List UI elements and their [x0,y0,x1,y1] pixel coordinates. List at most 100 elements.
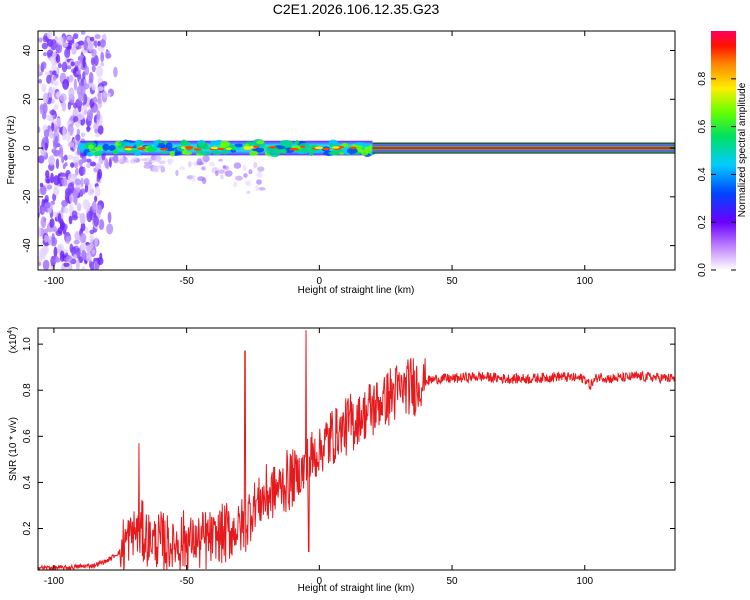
spectrogram-scatter-blob [112,155,118,162]
spectrogram-noise-blob [73,78,77,91]
spectrogram-noise-blob [88,71,94,84]
spectrogram-noise-blob [58,144,64,156]
spectrogram-scatter-blob [129,159,137,164]
spectrogram-noise-blob [83,93,88,105]
spectrogram-scatter-blob [243,173,248,178]
snr-x-axis-label: Height of straight line (km) [298,583,415,594]
spectrogram-panel: -100 -50 0 50 100 -40 -20 0 20 40 Height of stra… [6,30,676,296]
spectrogram-noise-blob [89,36,95,42]
spectrogram-scatter-blob [202,154,210,162]
spectrogram-noise-blob [80,132,86,138]
spectrogram-noise-blob [44,201,51,209]
spectrogram-band-blob [213,141,221,146]
spectrogram-scatter-blob [242,165,247,172]
spectrogram-noise-blob [62,42,69,48]
spectrogram-noise-blob [96,65,103,78]
spectrogram-noise-blob [79,188,87,195]
spectrogram-band-blob [134,151,141,157]
spectrogram-noise-blob [71,210,78,219]
spectrogram-scatter-blob [158,160,166,165]
spectrogram-scatter-blob [158,164,164,169]
spectrogram-peak-blob [338,145,345,149]
spectrogram-noise-blob [38,63,41,75]
spectrogram-noise-blob [63,262,70,267]
spectrogram-noise-blob [66,36,73,41]
spectrogram-x-tick-label: -50 [179,276,194,287]
spectrogram-noise-blob [74,231,81,241]
snr-y-tick-label: 0.8 [22,383,33,397]
spectrogram-band-blob [153,140,159,147]
spectrogram-noise-blob [46,116,54,122]
figure-title: C2E1.2026.106.12.35.G23 [273,1,440,17]
spectrogram-noise-blob [61,172,66,178]
spectrogram-noise-blob [41,61,47,70]
spectrogram-y-tick-label: -20 [22,189,33,204]
spectrogram-noise-blob [38,226,41,238]
colorbar: 0.0 0.2 0.4 0.6 0.8 Normalized spectral ampl… [697,31,748,277]
snr-panel: -100 -50 0 50 100 0.2 0.4 0.6 0.8 1.0 Height of … [7,327,676,594]
spectrogram-y-tick-label: -40 [22,238,33,253]
spectrogram-band-blob [112,149,119,155]
spectrogram-peak-blob [314,146,324,150]
spectrogram-noise-blob [53,80,59,87]
spectrogram-band-blob [281,148,287,154]
spectrogram-noise-blob [38,189,41,196]
spectrogram-noise-blob [97,168,103,180]
spectrogram-noise-blob [39,185,47,196]
spectrogram-noise-blob [68,87,75,99]
spectrogram-noise-blob [50,255,57,267]
spectrogram-band-blob [197,142,209,149]
spectrogram-noise-blob [77,112,85,121]
spectrogram-noise-blob [89,232,94,244]
spectrogram-noise-blob [86,158,92,163]
spectrogram-noise-blob [97,40,101,47]
spectrogram-noise-blob [87,186,94,196]
spectrogram-band-blob [346,147,358,154]
spectrogram-noise-blob [47,235,53,246]
spectrogram-scatter-blob [224,170,233,177]
spectrogram-band-blob [199,151,212,156]
spectrogram-noise-blob [42,102,48,114]
spectrogram-noise-blob [79,159,83,167]
spectrogram-band-blob [117,144,126,149]
spectrogram-band-blob [108,144,116,152]
spectrogram-y-tick-label: 0 [22,145,33,151]
spectrogram-scatter-blob [256,179,262,185]
spectrogram-noise-blob [42,259,50,270]
spectrogram-noise-blob [42,92,49,104]
spectrogram-scatter-blob [131,156,138,160]
snr-x-tick-label: 100 [576,576,593,587]
snr-y-tick-label: 0.6 [22,429,33,443]
spectrogram-noise-blob [64,162,68,167]
spectrogram-y-tick-label: 20 [22,93,33,105]
spectrogram-noise-blob [53,246,58,258]
spectrogram-scatter-blob [126,159,130,164]
spectrogram-noise-blob [78,81,84,87]
spectrogram-scatter-blob [192,174,196,182]
spectrogram-peak-blob [193,148,202,151]
spectrogram-peak-blob [124,147,133,151]
spectrogram-noise-blob [76,85,84,96]
colorbar-tick-label: 0.4 [697,167,708,181]
spectrogram-noise-blob [43,52,47,57]
spectrogram-noise-blob [48,86,53,98]
spectrogram-noise-blob [85,244,93,253]
spectrogram-noise-blob [62,126,66,138]
spectrogram-noise-blob [38,255,43,263]
spectrogram-noise-blob [67,173,75,183]
spectrogram-noise-blob [52,70,57,76]
spectrogram-noise-blob [77,40,85,46]
spectrogram-noise-blob [47,53,51,58]
spectrogram-noise-blob [67,154,74,160]
spectrogram-band-blob [169,150,175,157]
spectrogram-band-blob [92,152,102,157]
spectrogram-noise-blob [101,80,108,87]
colorbar-tick-label: 0.2 [697,215,708,229]
spectrogram-band-blob [330,150,340,156]
spectrogram-scatter-blob [248,169,253,175]
spectrogram-noise-blob [99,39,106,48]
spectrogram-noise-blob [89,229,95,234]
spectrogram-band-blob [361,143,370,148]
spectrogram-band-blob [279,140,292,147]
spectrogram-noise-blob [49,218,55,229]
